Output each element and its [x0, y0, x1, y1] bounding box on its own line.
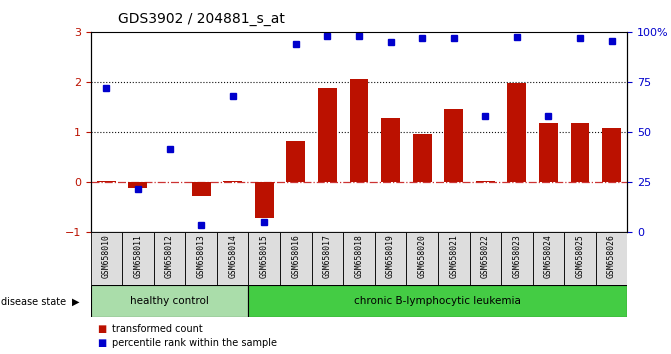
Text: GSM658012: GSM658012: [165, 234, 174, 278]
Text: GSM658024: GSM658024: [544, 234, 553, 278]
Bar: [343, 232, 375, 285]
Bar: [539, 123, 558, 182]
Text: GSM658017: GSM658017: [323, 234, 332, 278]
Bar: [507, 83, 526, 182]
Bar: [444, 109, 463, 182]
Bar: [91, 232, 122, 285]
Text: GSM658025: GSM658025: [576, 234, 584, 278]
Bar: [192, 182, 211, 196]
Text: GSM658011: GSM658011: [134, 234, 142, 278]
Text: ▶: ▶: [72, 297, 79, 307]
Bar: [91, 285, 248, 317]
Bar: [438, 232, 470, 285]
Text: GSM658023: GSM658023: [513, 234, 521, 278]
Bar: [501, 232, 533, 285]
Text: GSM658013: GSM658013: [197, 234, 205, 278]
Text: percentile rank within the sample: percentile rank within the sample: [112, 338, 277, 348]
Text: GSM658015: GSM658015: [260, 234, 269, 278]
Bar: [407, 232, 438, 285]
Bar: [533, 232, 564, 285]
Text: GSM658021: GSM658021: [449, 234, 458, 278]
Bar: [602, 129, 621, 182]
Text: GSM658022: GSM658022: [481, 234, 490, 278]
Bar: [596, 232, 627, 285]
Bar: [185, 232, 217, 285]
Bar: [223, 181, 242, 182]
Bar: [248, 232, 280, 285]
Bar: [154, 232, 185, 285]
Text: GSM658014: GSM658014: [228, 234, 237, 278]
Bar: [287, 141, 305, 182]
Text: GDS3902 / 204881_s_at: GDS3902 / 204881_s_at: [118, 12, 285, 27]
Bar: [375, 232, 407, 285]
Bar: [570, 123, 590, 182]
Text: transformed count: transformed count: [112, 324, 203, 333]
Bar: [470, 232, 501, 285]
Text: GSM658016: GSM658016: [291, 234, 301, 278]
Text: GSM658020: GSM658020: [417, 234, 427, 278]
Bar: [476, 181, 495, 182]
Bar: [318, 88, 337, 182]
Text: ■: ■: [97, 338, 107, 348]
Text: GSM658026: GSM658026: [607, 234, 616, 278]
Bar: [248, 285, 627, 317]
Bar: [280, 232, 311, 285]
Text: GSM658018: GSM658018: [354, 234, 364, 278]
Text: healthy control: healthy control: [130, 296, 209, 306]
Bar: [311, 232, 343, 285]
Bar: [350, 79, 368, 182]
Bar: [564, 232, 596, 285]
Bar: [122, 232, 154, 285]
Text: GSM658019: GSM658019: [386, 234, 395, 278]
Bar: [97, 181, 116, 182]
Text: ■: ■: [97, 324, 107, 333]
Bar: [413, 135, 431, 182]
Text: chronic B-lymphocytic leukemia: chronic B-lymphocytic leukemia: [354, 296, 521, 306]
Text: disease state: disease state: [1, 297, 66, 307]
Bar: [255, 182, 274, 218]
Bar: [128, 182, 148, 188]
Bar: [381, 118, 400, 182]
Text: GSM658010: GSM658010: [102, 234, 111, 278]
Bar: [217, 232, 248, 285]
